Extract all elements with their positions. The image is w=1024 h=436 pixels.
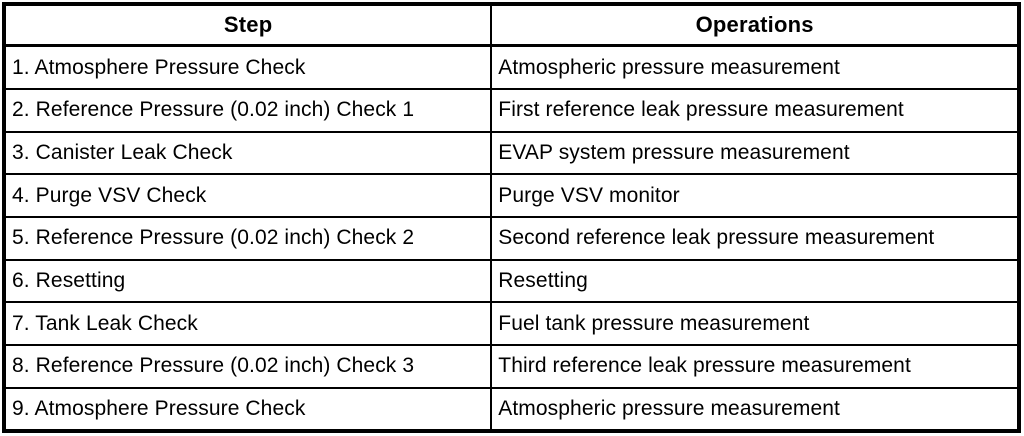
operation-cell: Third reference leak pressure measuremen… <box>491 344 1017 388</box>
table-header: Step Operations <box>6 6 1017 47</box>
operation-cell: First reference leak pressure measuremen… <box>491 88 1017 132</box>
table-row: 3. Canister Leak Check EVAP system press… <box>6 130 1017 175</box>
table-row: 4. Purge VSV Check Purge VSV monitor <box>6 173 1017 218</box>
operation-cell: Atmospheric pressure measurement <box>491 386 1017 429</box>
table-row: 5. Reference Pressure (0.02 inch) Check … <box>6 216 1017 260</box>
step-operations-table: Step Operations 1. Atmosphere Pressure C… <box>6 6 1017 429</box>
operation-cell: Fuel tank pressure measurement <box>491 301 1017 346</box>
table-row: 7. Tank Leak Check Fuel tank pressure me… <box>6 301 1017 346</box>
step-cell: 2. Reference Pressure (0.02 inch) Check … <box>6 88 493 132</box>
step-cell: 1. Atmosphere Pressure Check <box>6 44 493 90</box>
header-row: Step Operations <box>6 6 1017 47</box>
operation-cell: Purge VSV monitor <box>491 173 1017 218</box>
operation-cell: Resetting <box>491 258 1017 303</box>
step-cell: 9. Atmosphere Pressure Check <box>6 386 493 429</box>
operation-cell: Atmospheric pressure measurement <box>491 44 1017 90</box>
table-row: 8. Reference Pressure (0.02 inch) Check … <box>6 344 1017 388</box>
step-cell: 6. Resetting <box>6 258 493 303</box>
column-header-operations: Operations <box>491 6 1017 47</box>
column-header-step: Step <box>6 6 493 47</box>
operation-cell: EVAP system pressure measurement <box>491 130 1017 175</box>
table-body: 1. Atmosphere Pressure Check Atmospheric… <box>6 44 1017 429</box>
step-cell: 3. Canister Leak Check <box>6 130 493 175</box>
table-row: 6. Resetting Resetting <box>6 258 1017 303</box>
step-cell: 4. Purge VSV Check <box>6 173 493 218</box>
step-cell: 8. Reference Pressure (0.02 inch) Check … <box>6 344 493 388</box>
table-row: 1. Atmosphere Pressure Check Atmospheric… <box>6 44 1017 90</box>
operation-cell: Second reference leak pressure measureme… <box>491 216 1017 260</box>
step-cell: 7. Tank Leak Check <box>6 301 493 346</box>
table-row: 2. Reference Pressure (0.02 inch) Check … <box>6 88 1017 132</box>
table-row: 9. Atmosphere Pressure Check Atmospheric… <box>6 386 1017 429</box>
step-cell: 5. Reference Pressure (0.02 inch) Check … <box>6 216 493 260</box>
